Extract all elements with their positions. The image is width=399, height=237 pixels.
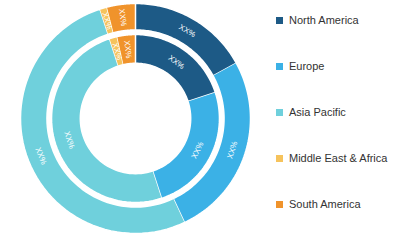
svg-text:XX%: XX%	[100, 11, 114, 31]
svg-text:XX%: XX%	[110, 42, 123, 62]
svg-text:XX%: XX%	[225, 140, 239, 160]
html-text:Middle East & Africa: Middle East & Africa	[289, 152, 388, 164]
svg-text:XX%: XX%	[62, 130, 76, 150]
html-text:Europe: Europe	[289, 60, 325, 72]
html-text:Asia Pacific: Asia Pacific	[289, 106, 346, 118]
svg-text:XX%: XX%	[33, 146, 48, 166]
svg-text:XX%: XX%	[189, 140, 205, 160]
html-text:South America: South America	[289, 198, 361, 210]
svg-text:XX%: XX%	[167, 53, 187, 71]
svg-text:XX%: XX%	[122, 40, 133, 59]
svg-text:XX%: XX%	[117, 8, 128, 27]
html-text:North America: North America	[289, 14, 359, 26]
svg-text:XX%: XX%	[177, 23, 197, 40]
